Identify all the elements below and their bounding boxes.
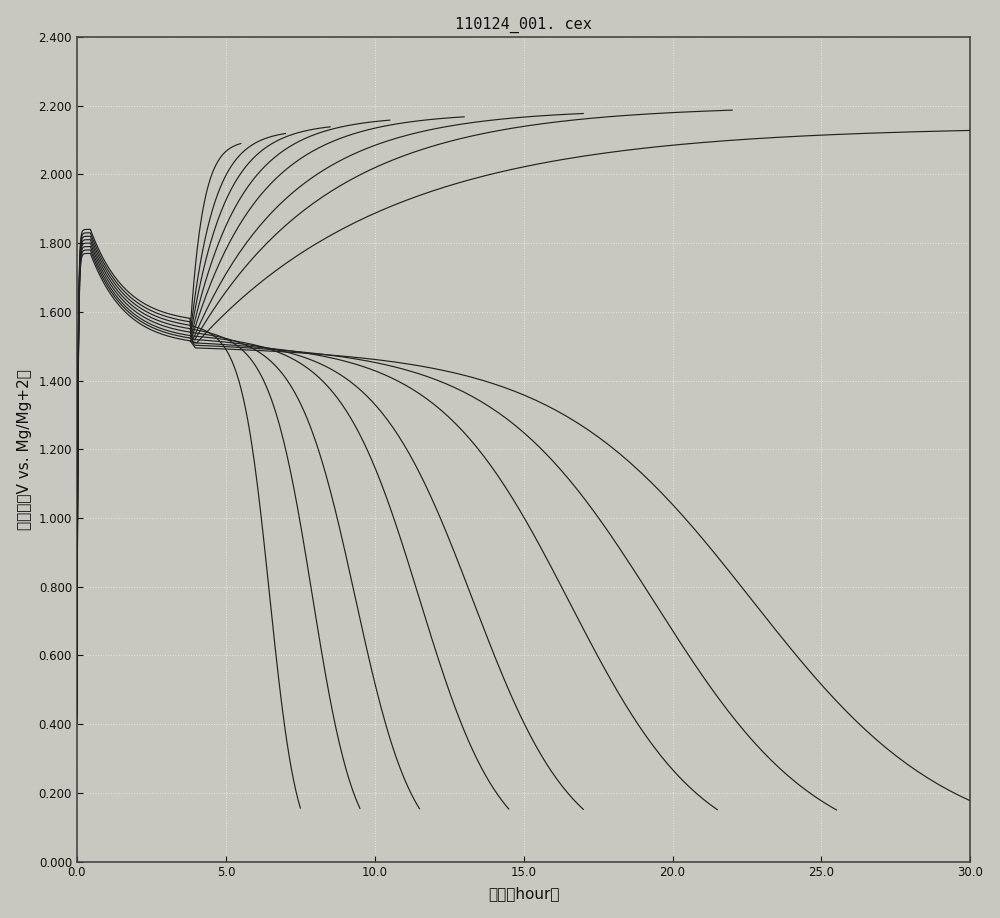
- Y-axis label: 电压／（V vs. Mg/Mg+2）: 电压／（V vs. Mg/Mg+2）: [17, 369, 32, 530]
- Title: 110124_001. cex: 110124_001. cex: [455, 17, 592, 33]
- X-axis label: 时间（hour）: 时间（hour）: [488, 887, 559, 901]
